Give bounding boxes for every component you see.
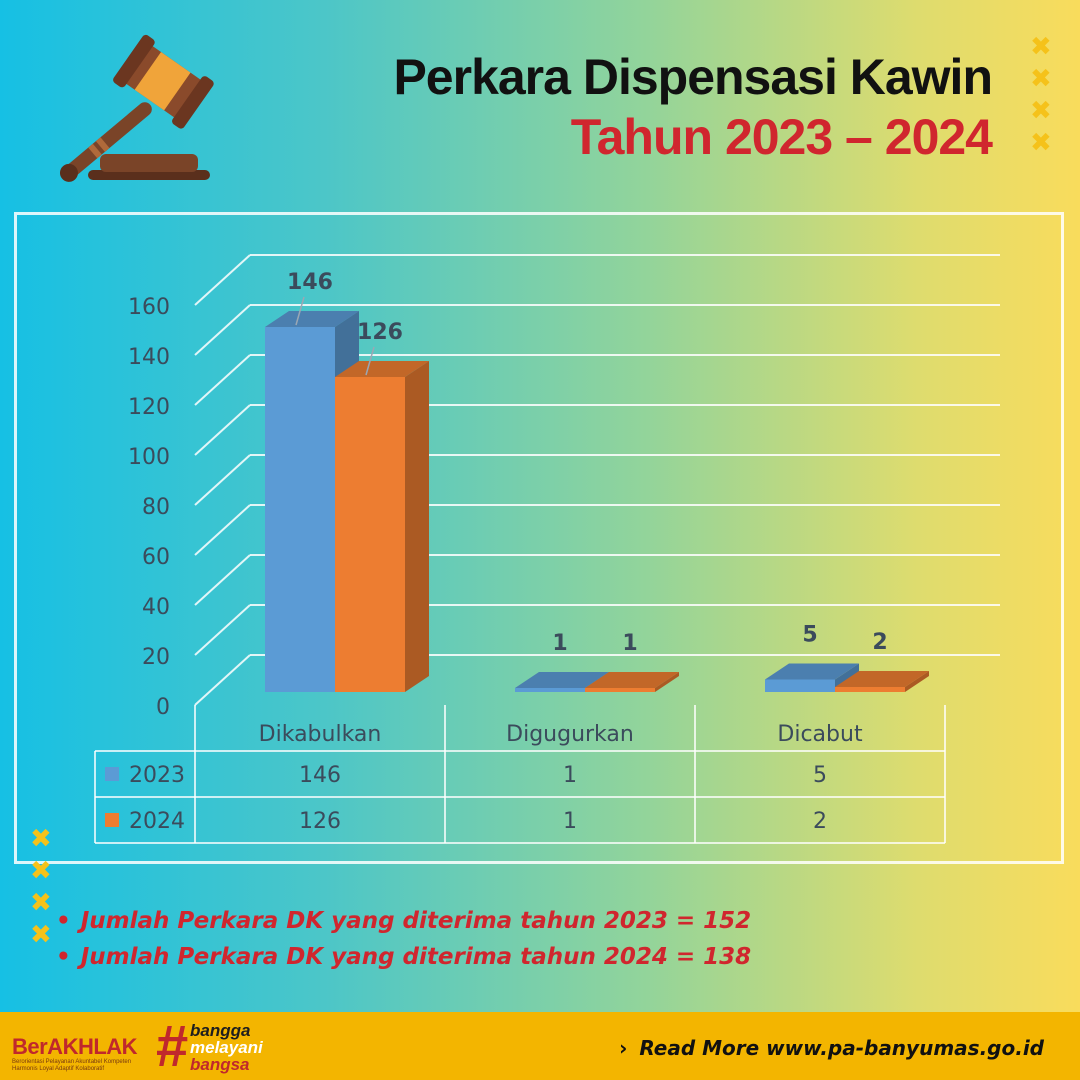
data-label: 126 (357, 320, 403, 345)
grid-line-diagonal (194, 304, 251, 356)
x-mark-group-bottom: ✖ ✖ ✖ ✖ (30, 826, 52, 948)
data-label: 146 (287, 270, 333, 295)
hash-logo: # (156, 1014, 189, 1079)
table-cell: 2 (813, 809, 827, 834)
footer-bar: BerAKHLAK Berorientasi Pelayanan Akuntab… (0, 1012, 1080, 1080)
grid-line-diagonal (194, 554, 251, 606)
legend-key (105, 813, 119, 827)
x-category-label: Dikabulkan (259, 722, 382, 747)
read-more-link[interactable]: › Read More www.pa-banyumas.go.id (619, 1036, 1044, 1060)
table-cell: 146 (299, 763, 341, 788)
y-tick-label: 80 (142, 495, 170, 520)
y-tick-label: 160 (128, 295, 170, 320)
grid-line-diagonal (194, 354, 251, 406)
y-tick-label: 40 (142, 595, 170, 620)
y-tick-label: 20 (142, 645, 170, 670)
y-tick-label: 100 (128, 445, 170, 470)
page-title: Perkara Dispensasi Kawin (393, 49, 993, 105)
y-tick-label: 60 (142, 545, 170, 570)
page-subtitle: Tahun 2023 – 2024 (570, 109, 993, 165)
notes-list: • Jumlah Perkara DK yang diterima tahun 2… (56, 903, 751, 975)
bar (765, 679, 835, 692)
bar-top (765, 663, 859, 680)
grid-line-diagonal (194, 454, 251, 506)
bangga-melayani-logo: bangga melayani bangsa (190, 1021, 263, 1074)
berakhlak-logo: BerAKHLAK (12, 1034, 138, 1059)
data-label: 2 (872, 630, 887, 655)
x-mark-icon: ✖ (1030, 96, 1052, 126)
data-label: 1 (622, 631, 637, 656)
bar-side (655, 672, 679, 692)
bar (585, 688, 655, 692)
bar-top (265, 311, 359, 327)
legend-key (105, 767, 119, 781)
table-cell: 5 (813, 763, 827, 788)
x-mark-icon: ✖ (1030, 64, 1052, 94)
table-cell: 126 (299, 809, 341, 834)
bar (335, 377, 405, 692)
x-mark-icon: ✖ (1030, 32, 1052, 62)
bar-side (405, 361, 429, 692)
data-label: 1 (552, 631, 567, 656)
grid-line-diagonal (194, 404, 251, 456)
grid-line-diagonal (194, 654, 251, 706)
note-item: • Jumlah Perkara DK yang diterima tahun 2… (56, 944, 752, 970)
bar-top (585, 672, 679, 688)
chevron-right-icon: › (619, 1036, 628, 1060)
legend-label: 2023 (129, 763, 185, 788)
x-mark-icon: ✖ (30, 856, 52, 886)
table-cell: 1 (563, 763, 577, 788)
berakhlak-tagline: Berorientasi Pelayanan Akuntabel Kompete… (12, 1059, 132, 1072)
y-tick-label: 0 (156, 695, 170, 720)
x-mark-icon: ✖ (30, 888, 52, 918)
gavel-icon (59, 34, 214, 182)
x-category-label: Digugurkan (506, 722, 634, 747)
x-mark-group-top: ✖ ✖ ✖ ✖ (1030, 34, 1052, 156)
chart-frame (14, 212, 1064, 864)
x-category-label: Dicabut (777, 722, 863, 747)
bar-top (835, 671, 929, 687)
grid-line-diagonal (194, 504, 251, 556)
x-mark-icon: ✖ (30, 824, 52, 854)
data-label: 5 (802, 623, 817, 648)
bar-side (905, 671, 929, 692)
bar (835, 687, 905, 692)
bar (265, 327, 335, 692)
data-label-leader (295, 296, 305, 326)
grid-line-diagonal (194, 604, 251, 656)
table-cell: 1 (563, 809, 577, 834)
bar-top (335, 361, 429, 377)
note-item: • Jumlah Perkara DK yang diterima tahun 2… (56, 908, 752, 934)
grid-line-diagonal (194, 254, 251, 306)
legend-label: 2024 (129, 809, 185, 834)
x-mark-icon: ✖ (30, 920, 52, 950)
y-tick-label: 120 (128, 395, 170, 420)
data-label-leader (365, 346, 375, 376)
bar (515, 688, 585, 692)
bar-top (515, 672, 609, 688)
x-mark-icon: ✖ (1030, 128, 1052, 158)
y-tick-label: 140 (128, 345, 170, 370)
